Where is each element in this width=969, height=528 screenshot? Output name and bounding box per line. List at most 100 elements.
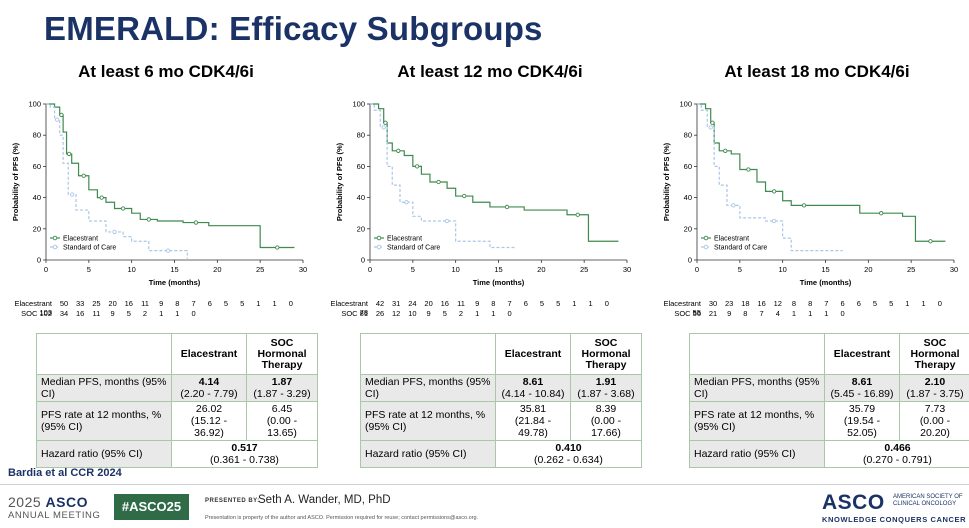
y-tick-label: 0 xyxy=(37,256,41,265)
soc-censor-mark xyxy=(113,230,116,233)
risk-count: 33 xyxy=(72,299,88,308)
x-tick-label: 20 xyxy=(537,265,545,274)
elacestrant-censor-mark xyxy=(463,194,466,197)
stats-elacestrant-value: 35.79(19.54 - 52.05) xyxy=(825,402,900,441)
soc-censor-mark xyxy=(166,249,169,252)
risk-count: 7 xyxy=(754,309,770,318)
risk-count: 6 xyxy=(835,299,851,308)
elacestrant-censor-mark xyxy=(879,212,882,215)
risk-count: 5 xyxy=(234,299,250,308)
risk-count: 20 xyxy=(105,299,121,308)
x-tick-label: 10 xyxy=(451,265,459,274)
elacestrant-censor-mark xyxy=(100,196,103,199)
stats-soc-value: 8.39(0.00 - 17.66) xyxy=(571,402,642,441)
risk-count: 31 xyxy=(388,299,404,308)
elacestrant-censor-mark xyxy=(397,149,400,152)
elacestrant-curve xyxy=(370,104,618,241)
elacestrant-censor-mark xyxy=(505,205,508,208)
y-axis-label: Probability of PFS (%) xyxy=(335,142,344,221)
risk-count: 9 xyxy=(153,299,169,308)
hazard-ratio-label: Hazard ratio (95% CI) xyxy=(37,441,172,468)
risk-count: 1 xyxy=(583,299,599,308)
legend-label-soc: Standard of Care xyxy=(63,245,116,252)
risk-count: 9 xyxy=(105,309,121,318)
risk-row-label: SOC 102 xyxy=(21,309,52,318)
legend-marker-elacestrant xyxy=(53,236,57,240)
stats-soc-value: 1.91(1.87 - 3.68) xyxy=(571,375,642,402)
stats-header-blank xyxy=(37,334,172,375)
risk-count: 24 xyxy=(404,299,420,308)
elacestrant-censor-mark xyxy=(576,213,579,216)
y-axis-label: Probability of PFS (%) xyxy=(662,142,671,221)
x-tick-label: 15 xyxy=(821,265,829,274)
stats-header-elacestrant: Elacestrant xyxy=(496,334,571,375)
risk-count: 18 xyxy=(737,299,753,308)
x-tick-label: 30 xyxy=(299,265,307,274)
x-tick-label: 15 xyxy=(494,265,502,274)
x-tick-label: 0 xyxy=(368,265,372,274)
risk-count: 0 xyxy=(502,309,518,318)
risk-count: 23 xyxy=(721,299,737,308)
y-tick-label: 60 xyxy=(33,162,41,171)
risk-count: 11 xyxy=(453,299,469,308)
x-axis-label: Time (months) xyxy=(800,278,852,287)
stats-soc-value: 7.73(0.00 - 20.20) xyxy=(900,402,969,441)
x-tick-label: 5 xyxy=(738,265,742,274)
y-axis-label: Probability of PFS (%) xyxy=(11,142,20,221)
risk-count: 1 xyxy=(802,309,818,318)
y-tick-label: 100 xyxy=(352,100,365,109)
x-tick-label: 15 xyxy=(170,265,178,274)
soc-censor-mark xyxy=(709,126,712,129)
risk-count: 10 xyxy=(404,309,420,318)
elacestrant-censor-mark xyxy=(747,168,750,171)
legend-label-soc: Standard of Care xyxy=(714,245,767,252)
hazard-ratio-value: 0.466(0.270 - 0.791) xyxy=(825,441,969,468)
panel-title: At least 6 mo CDK4/6i xyxy=(6,62,326,82)
elacestrant-censor-mark xyxy=(194,221,197,224)
risk-count: 9 xyxy=(469,299,485,308)
y-tick-label: 0 xyxy=(361,256,365,265)
y-tick-label: 60 xyxy=(684,162,692,171)
x-tick-label: 20 xyxy=(213,265,221,274)
x-tick-label: 25 xyxy=(580,265,588,274)
footer: 2025 ASCO ANNUAL MEETING #ASCO25 PRESENT… xyxy=(0,484,969,528)
risk-count: 7 xyxy=(186,299,202,308)
soc-censor-mark xyxy=(382,126,385,129)
risk-count: 2 xyxy=(453,309,469,318)
x-tick-label: 30 xyxy=(623,265,631,274)
meeting-year-number: 2025 xyxy=(8,494,41,510)
x-tick-label: 5 xyxy=(87,265,91,274)
stats-soc-value: 1.87(1.87 - 3.29) xyxy=(247,375,318,402)
y-tick-label: 80 xyxy=(357,131,365,140)
x-axis-label: Time (months) xyxy=(473,278,525,287)
risk-count: 5 xyxy=(437,309,453,318)
risk-count: 34 xyxy=(56,309,72,318)
risk-count: 25 xyxy=(88,299,104,308)
y-tick-label: 20 xyxy=(33,224,41,233)
risk-count: 0 xyxy=(283,299,299,308)
x-tick-label: 20 xyxy=(864,265,872,274)
y-tick-label: 80 xyxy=(33,131,41,140)
panel-title: At least 12 mo CDK4/6i xyxy=(330,62,650,82)
stats-soc-value: 2.10(1.87 - 3.75) xyxy=(900,375,969,402)
risk-count: 42 xyxy=(372,299,388,308)
elacestrant-curve xyxy=(697,104,945,241)
meeting-year: 2025 ASCO xyxy=(8,494,88,510)
x-tick-label: 30 xyxy=(950,265,958,274)
stats-elacestrant-value: 8.61(5.45 - 16.89) xyxy=(825,375,900,402)
hazard-ratio-value: 0.517(0.361 - 0.738) xyxy=(172,441,318,468)
risk-count: 0 xyxy=(186,309,202,318)
panel-title: At least 18 mo CDK4/6i xyxy=(657,62,969,82)
y-tick-label: 40 xyxy=(33,193,41,202)
stats-row-label: Median PFS, months (95% CI) xyxy=(37,375,172,402)
y-tick-label: 80 xyxy=(684,131,692,140)
hazard-ratio-label: Hazard ratio (95% CI) xyxy=(690,441,825,468)
